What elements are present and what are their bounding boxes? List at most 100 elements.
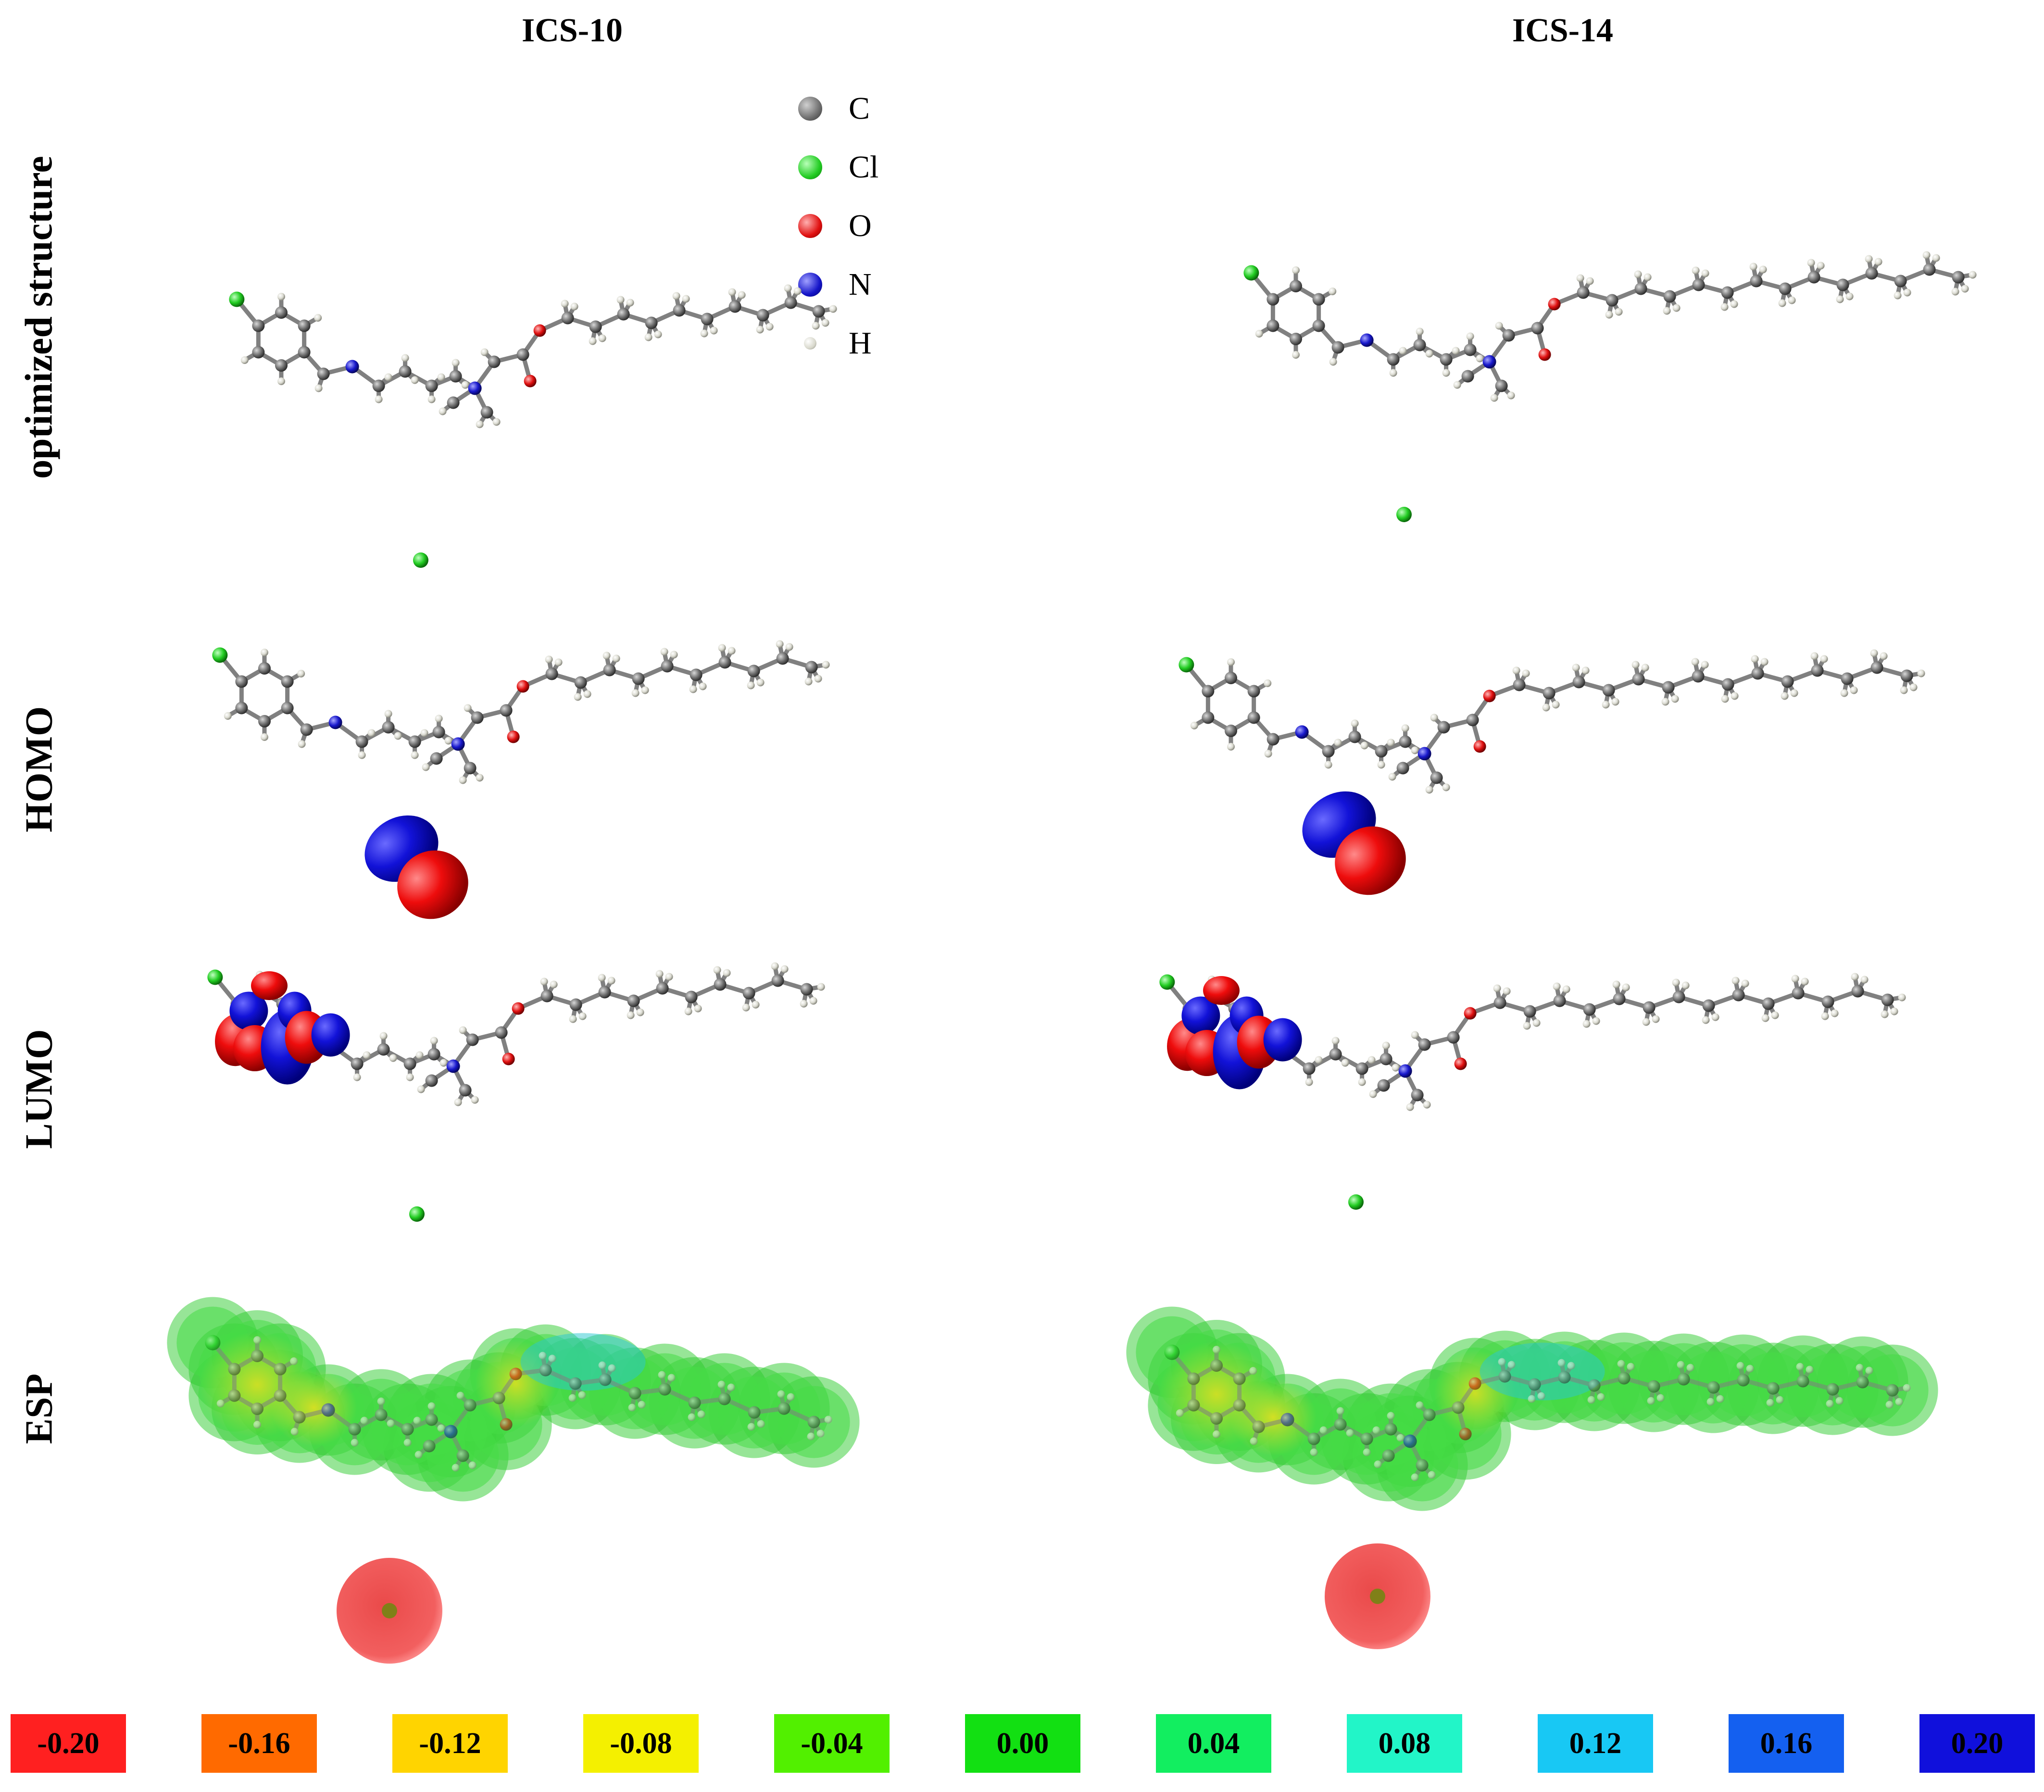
carbon-atom xyxy=(574,676,587,689)
carbon-atom xyxy=(449,370,462,383)
carbon-atom xyxy=(1634,282,1647,295)
carbon-atom xyxy=(430,752,443,765)
hydrogen-atom xyxy=(1329,288,1337,295)
hydrogen-atom xyxy=(1652,1015,1660,1023)
hydrogen-atom xyxy=(1442,369,1450,377)
hydrogen-atom xyxy=(363,1051,371,1059)
hydrogen-atom xyxy=(697,1410,705,1418)
carbon-atom xyxy=(714,978,727,991)
hydrogen-atom xyxy=(375,395,383,403)
hydrogen-atom xyxy=(1791,975,1799,983)
hydrogen-atom xyxy=(1334,739,1342,747)
hydrogen-atom xyxy=(476,774,484,782)
hydrogen-atom xyxy=(1656,1394,1665,1402)
carbon-atom xyxy=(1851,985,1864,998)
hydrogen-atom xyxy=(627,1011,635,1019)
carbon-atom xyxy=(1331,341,1344,354)
carbon-atom xyxy=(1418,1038,1431,1051)
hydrogen-atom xyxy=(578,1391,586,1399)
hydrogen-atom xyxy=(1721,695,1729,703)
nitrogen-atom-icon xyxy=(798,273,822,297)
carbon-atom xyxy=(1900,669,1913,682)
carbon-atom xyxy=(718,656,731,669)
hydrogen-atom xyxy=(626,299,634,307)
row-label-homo: HOMO xyxy=(18,706,61,833)
hydrogen-atom xyxy=(1374,1460,1382,1468)
hydrogen-atom xyxy=(417,1085,425,1093)
carbon-atom xyxy=(645,316,658,329)
carbon-atom xyxy=(1923,263,1936,276)
hydrogen-atom xyxy=(1895,1398,1903,1406)
carbon-atom xyxy=(471,711,484,724)
hydrogen-atom xyxy=(1605,311,1613,319)
hydrogen-atom xyxy=(298,740,306,748)
hydrogen-atom xyxy=(1553,982,1561,990)
hydrogen-atom xyxy=(1315,1056,1323,1064)
legend-item-n: N xyxy=(798,255,942,314)
hydrogen-atom xyxy=(1392,1064,1400,1072)
carbon-atom xyxy=(1796,1375,1809,1388)
legend-item-h: H xyxy=(798,314,942,373)
hydrogen-atom xyxy=(550,980,558,989)
chlorine-atom xyxy=(1370,1589,1385,1604)
hydrogen-atom xyxy=(1647,1397,1655,1405)
carbon-atom xyxy=(1387,353,1400,366)
scale-swatch: -0.04 xyxy=(774,1714,890,1773)
legend-label: N xyxy=(849,267,872,302)
carbon-atom xyxy=(771,974,784,987)
nitrogen-atom xyxy=(1360,333,1374,347)
hydrogen-atom xyxy=(1951,288,1959,296)
hydrogen-atom xyxy=(1736,1362,1744,1370)
nitrogen-atom xyxy=(345,360,359,374)
carbon-atom xyxy=(401,1423,414,1436)
hydrogen-atom xyxy=(456,1391,464,1400)
hydrogen-atom xyxy=(641,686,649,694)
carbon-atom xyxy=(252,346,265,359)
hydrogen-atom xyxy=(1329,358,1337,366)
hydrogen-atom xyxy=(1801,977,1809,986)
orbital-lobe-positive xyxy=(311,1013,350,1057)
hydrogen-atom xyxy=(367,729,376,737)
hydrogen-atom xyxy=(1346,1429,1354,1437)
hydrogen-atom xyxy=(1425,350,1433,358)
ics14-lumo xyxy=(1159,973,1906,1210)
hydrogen-atom xyxy=(1903,1384,1911,1392)
hydrogen-atom xyxy=(569,1015,577,1023)
hydrogen-atom xyxy=(1706,1398,1715,1406)
hydrogen-atom xyxy=(413,1416,421,1425)
hydrogen-atom xyxy=(602,652,611,660)
hydrogen-atom xyxy=(1961,285,1969,293)
hydrogen-atom xyxy=(384,710,392,718)
hydrogen-atom xyxy=(290,1357,298,1365)
oxygen-atom xyxy=(512,1002,525,1015)
hydrogen-atom xyxy=(360,1416,368,1425)
hydrogen-atom xyxy=(1416,327,1424,336)
hydrogen-atom xyxy=(240,356,249,364)
hydrogen-atom xyxy=(682,295,690,303)
hydrogen-atom xyxy=(461,381,469,389)
hydrogen-atom xyxy=(1788,296,1796,304)
hydrogen-atom xyxy=(1358,1078,1366,1086)
hydrogen-atom xyxy=(1749,263,1757,271)
carbon-atom xyxy=(1881,993,1894,1006)
carbon-atom xyxy=(747,664,760,677)
nitrogen-atom xyxy=(468,381,482,395)
carbon-atom xyxy=(1558,1371,1571,1384)
hydrogen-atom xyxy=(780,965,789,973)
carbon-atom xyxy=(1379,1053,1392,1065)
carbon-atom xyxy=(355,735,368,748)
carbon-atom xyxy=(784,296,797,309)
hydrogen-atom xyxy=(444,737,452,745)
hydrogen-atom xyxy=(1532,1019,1541,1027)
hydrogen-atom xyxy=(1831,1009,1839,1017)
hydrogen-atom xyxy=(545,655,553,664)
carbon-atom xyxy=(1247,711,1260,724)
hydrogen-atom xyxy=(1702,1016,1710,1024)
hydrogen-atom xyxy=(1389,369,1397,377)
hydrogen-atom xyxy=(427,395,436,403)
carbon-atom xyxy=(275,306,288,319)
carbon-atom xyxy=(258,662,271,675)
chlorine-atom xyxy=(413,552,428,568)
carbon-atom xyxy=(480,406,493,419)
carbon-atom xyxy=(464,762,477,775)
